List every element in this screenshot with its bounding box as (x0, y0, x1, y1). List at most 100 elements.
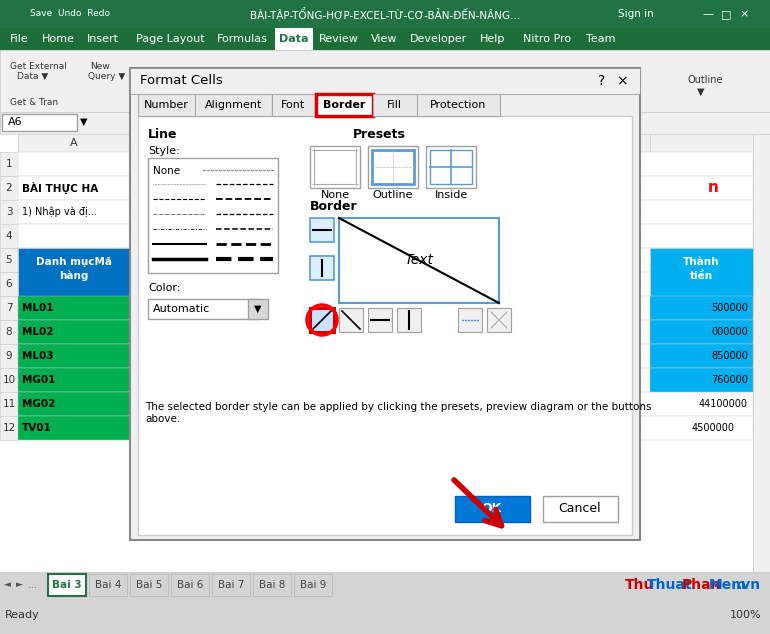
FancyBboxPatch shape (0, 112, 770, 134)
Text: 4500000: 4500000 (692, 423, 735, 433)
Text: 4500000: 4500000 (482, 423, 525, 433)
Text: Developer: Developer (410, 34, 467, 44)
Text: File: File (10, 34, 28, 44)
FancyBboxPatch shape (0, 0, 770, 28)
Text: Presets: Presets (353, 128, 406, 141)
FancyBboxPatch shape (18, 344, 130, 368)
FancyBboxPatch shape (18, 392, 130, 416)
FancyBboxPatch shape (148, 299, 258, 319)
FancyBboxPatch shape (272, 94, 316, 116)
Text: Number: Number (144, 100, 189, 110)
Text: Text: Text (404, 254, 434, 268)
FancyBboxPatch shape (0, 416, 18, 440)
FancyBboxPatch shape (310, 146, 360, 188)
Text: Thành: Thành (683, 257, 719, 267)
Text: ▼: ▼ (254, 304, 262, 314)
FancyBboxPatch shape (18, 320, 753, 344)
Text: Border: Border (323, 100, 365, 110)
Text: Border: Border (310, 200, 357, 213)
FancyBboxPatch shape (253, 574, 291, 596)
FancyBboxPatch shape (397, 308, 421, 332)
Text: Mem: Mem (709, 578, 747, 592)
FancyBboxPatch shape (426, 146, 476, 188)
FancyBboxPatch shape (0, 28, 770, 50)
FancyBboxPatch shape (248, 299, 268, 319)
FancyBboxPatch shape (650, 344, 753, 368)
Text: 3: 3 (5, 207, 12, 217)
FancyBboxPatch shape (310, 256, 334, 280)
FancyBboxPatch shape (18, 344, 753, 368)
Text: Sign in: Sign in (618, 9, 654, 19)
Text: □: □ (721, 9, 732, 19)
FancyBboxPatch shape (350, 134, 440, 152)
FancyBboxPatch shape (0, 574, 770, 596)
FancyBboxPatch shape (430, 150, 472, 184)
FancyBboxPatch shape (18, 296, 130, 320)
Text: F: F (587, 138, 593, 148)
FancyBboxPatch shape (0, 596, 770, 634)
Text: Bai 8: Bai 8 (259, 580, 285, 590)
FancyBboxPatch shape (148, 158, 278, 273)
Text: OK: OK (482, 503, 502, 515)
Text: 44100000: 44100000 (699, 399, 748, 409)
Text: ▼: ▼ (697, 87, 705, 97)
Text: None: None (153, 166, 180, 176)
FancyBboxPatch shape (373, 94, 417, 116)
FancyBboxPatch shape (260, 134, 350, 152)
FancyBboxPatch shape (0, 224, 18, 248)
FancyBboxPatch shape (455, 496, 530, 522)
FancyBboxPatch shape (18, 392, 753, 416)
FancyBboxPatch shape (18, 200, 753, 224)
Text: Protection: Protection (430, 100, 486, 110)
FancyBboxPatch shape (130, 68, 640, 540)
Text: 000000: 000000 (711, 327, 748, 337)
Text: Phan: Phan (682, 578, 721, 592)
Text: Style:: Style: (148, 146, 179, 156)
Text: ▼: ▼ (80, 117, 88, 127)
Text: Insert: Insert (87, 34, 119, 44)
Text: 500000: 500000 (711, 303, 748, 313)
FancyBboxPatch shape (0, 200, 18, 224)
Text: BÀI THỰC HA: BÀI THỰC HA (22, 182, 99, 194)
Text: Alignment: Alignment (205, 100, 262, 110)
FancyBboxPatch shape (487, 308, 511, 332)
FancyBboxPatch shape (171, 574, 209, 596)
FancyBboxPatch shape (310, 308, 334, 332)
FancyBboxPatch shape (316, 94, 373, 116)
Text: 4: 4 (5, 231, 12, 241)
Text: Bai 9: Bai 9 (300, 580, 326, 590)
Text: Bai 7: Bai 7 (218, 580, 244, 590)
Text: 9: 9 (429, 399, 435, 409)
FancyBboxPatch shape (339, 218, 499, 303)
Text: 1: 1 (5, 159, 12, 169)
Text: Automatic: Automatic (153, 304, 210, 314)
Text: BÀI-TẬP-TỔNG-HỢP-EXCEL-TỪ-CƠ-BẢN-ĐẾN-NÂNG...: BÀI-TẬP-TỔNG-HỢP-EXCEL-TỪ-CƠ-BẢN-ĐẾN-NÂN… (250, 7, 520, 21)
Text: Color:: Color: (148, 283, 180, 293)
FancyBboxPatch shape (339, 308, 363, 332)
FancyBboxPatch shape (417, 94, 500, 116)
Text: Bai 5: Bai 5 (136, 580, 162, 590)
Text: Danh mụcMã: Danh mụcMã (36, 257, 112, 267)
Text: C: C (301, 138, 309, 148)
Text: 0: 0 (609, 423, 615, 433)
FancyBboxPatch shape (530, 134, 650, 152)
Text: Fill: Fill (387, 100, 402, 110)
Text: Thu: Thu (625, 578, 654, 592)
Text: 1) Nhập và đị...: 1) Nhập và đị... (22, 207, 97, 217)
FancyBboxPatch shape (48, 574, 86, 596)
Text: 850000: 850000 (711, 351, 748, 361)
Text: tiền: tiền (689, 271, 712, 281)
FancyBboxPatch shape (0, 272, 18, 296)
Text: Data: Data (280, 34, 309, 44)
FancyBboxPatch shape (130, 134, 260, 152)
Text: Tivi LG: Tivi LG (134, 423, 167, 433)
FancyBboxPatch shape (18, 368, 753, 392)
FancyBboxPatch shape (212, 574, 250, 596)
Text: MG01: MG01 (22, 375, 55, 385)
FancyBboxPatch shape (18, 248, 130, 296)
Text: Máy giặt NATIONAL: Máy giặt NATIONAL (134, 399, 221, 408)
FancyBboxPatch shape (18, 152, 753, 176)
Text: TV01: TV01 (22, 423, 52, 433)
Text: Query ▼: Query ▼ (88, 72, 126, 81)
Text: B: B (191, 138, 199, 148)
